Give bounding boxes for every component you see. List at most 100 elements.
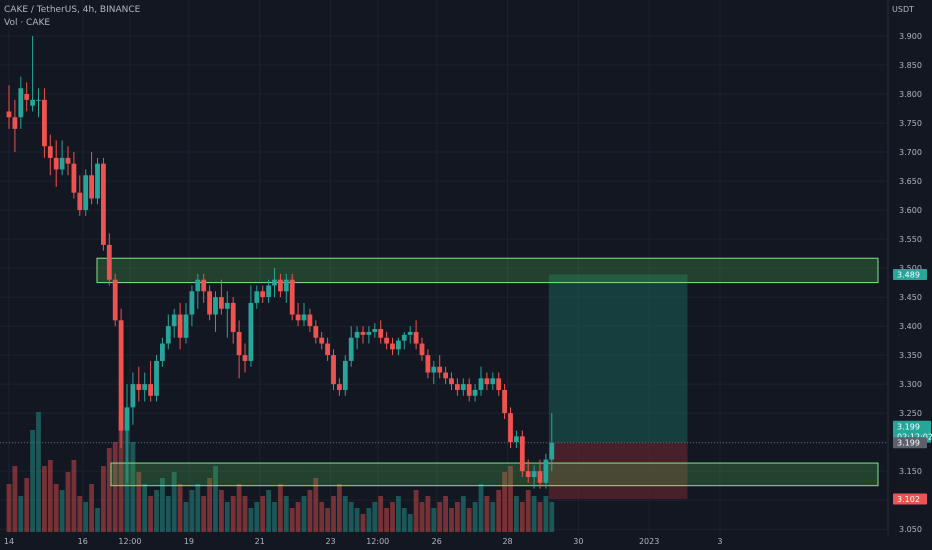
candle-body: [455, 384, 460, 390]
candle-body: [171, 314, 177, 327]
candle-body: [95, 163, 100, 199]
candle-body: [472, 389, 478, 396]
candle-body: [266, 285, 271, 298]
volume-bar: [24, 478, 30, 532]
candle-body: [24, 94, 30, 100]
candle-body: [160, 343, 165, 361]
stop-price-badge: 3.102: [897, 495, 920, 504]
candle-body: [390, 343, 395, 350]
volume-bar: [242, 496, 248, 532]
volume-bar: [289, 508, 295, 532]
volume-bar: [413, 490, 419, 532]
volume-bar: [307, 490, 313, 532]
candle-body: [502, 389, 507, 414]
volume-bars: [6, 412, 555, 532]
volume-bar: [443, 496, 448, 532]
candle-body: [165, 326, 171, 344]
candle-body: [348, 337, 354, 361]
volume-bar: [42, 466, 47, 532]
price-zone: [110, 462, 879, 487]
volume-bar: [148, 496, 153, 532]
volume-bar: [325, 508, 330, 532]
symbol-title[interactable]: CAKE / TetherUS, 4h, BINANCE: [4, 5, 141, 15]
candle-body: [289, 279, 295, 315]
candle-body: [337, 384, 342, 390]
candle-body: [77, 192, 83, 211]
candle-body: [431, 366, 437, 373]
volume-bar: [236, 484, 242, 532]
volume-bar: [77, 496, 83, 532]
volume-bar: [219, 490, 224, 532]
volume-bar: [519, 502, 525, 532]
volume-bar: [183, 502, 189, 532]
candle-body: [396, 340, 401, 350]
candle-body: [254, 291, 260, 303]
time-tick-label: 2023: [639, 537, 659, 546]
volume-bar: [177, 484, 183, 532]
volume-bar: [118, 418, 124, 532]
candle-body: [425, 355, 431, 373]
volume-bar: [502, 472, 507, 532]
price-tick-label: 3.600: [899, 206, 922, 215]
time-tick-label: 28: [502, 537, 512, 546]
grid: [0, 0, 888, 535]
long-position-tool[interactable]: [0, 274, 888, 500]
currency-label: USDT: [892, 5, 914, 14]
candle-body: [549, 442, 555, 460]
volume-bar: [401, 508, 407, 532]
volume-indicator-label[interactable]: Vol · CAKE: [4, 18, 51, 28]
volume-bar: [65, 472, 71, 532]
volume-bar: [313, 478, 319, 532]
volume-bar: [531, 496, 537, 532]
candle-body: [59, 157, 65, 170]
time-tick-label: 19: [184, 537, 194, 546]
volume-bar: [47, 460, 53, 532]
candle-body: [490, 378, 496, 385]
volume-bar: [460, 496, 466, 532]
volume-bar: [466, 508, 472, 532]
volume-bar: [266, 490, 271, 532]
candle-body: [219, 297, 224, 309]
volume-bar: [348, 502, 354, 532]
candle-body: [496, 378, 502, 390]
candle-body: [201, 279, 207, 292]
candle-body: [130, 384, 136, 408]
candle-body: [331, 355, 336, 385]
volume-bar: [496, 490, 502, 532]
volume-bar: [278, 484, 283, 532]
volume-bar: [484, 496, 490, 532]
candle-body: [148, 384, 153, 396]
candle-body: [319, 337, 325, 344]
price-tick-label: 3.250: [899, 409, 922, 418]
volume-bar: [272, 502, 277, 532]
volume-bar: [101, 466, 106, 532]
candle-body: [325, 343, 330, 356]
entry-price-badge: 3.199: [897, 439, 920, 448]
candle-body: [437, 366, 443, 373]
candle-body: [106, 244, 112, 280]
time-axis[interactable]: 14 16 12:00 19 21 23 12:00 26 28 30 2023 3: [4, 537, 723, 546]
volume-bar: [213, 466, 218, 532]
candle-body: [531, 471, 537, 477]
candle-body: [301, 314, 307, 321]
candle-body: [118, 320, 124, 431]
entry-price-badge-bg: [893, 437, 927, 449]
volume-bar: [53, 484, 59, 532]
volume-bar: [543, 496, 549, 532]
volume-bar: [449, 508, 454, 532]
support-resistance-zones[interactable]: [96, 257, 879, 487]
price-tick-label: 3.900: [899, 32, 922, 41]
volume-bar: [160, 478, 165, 532]
candle-body: [519, 436, 525, 472]
candle-body: [443, 372, 448, 379]
candle-body: [71, 163, 77, 193]
volume-bar: [472, 502, 478, 532]
stop-zone: [548, 442, 688, 500]
price-axis[interactable]: 3.900 3.850 3.800 3.750 3.700 3.650 3.600 3.550…: [887, 0, 922, 535]
candle-body: [313, 326, 319, 338]
target-zone: [548, 274, 688, 443]
price-tick-label: 3.150: [899, 467, 922, 476]
target-price-badge: 3.489: [897, 270, 920, 279]
candle-body: [124, 407, 130, 431]
